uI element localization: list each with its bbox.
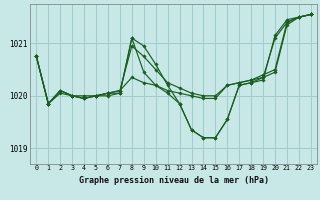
X-axis label: Graphe pression niveau de la mer (hPa): Graphe pression niveau de la mer (hPa) <box>79 176 268 185</box>
